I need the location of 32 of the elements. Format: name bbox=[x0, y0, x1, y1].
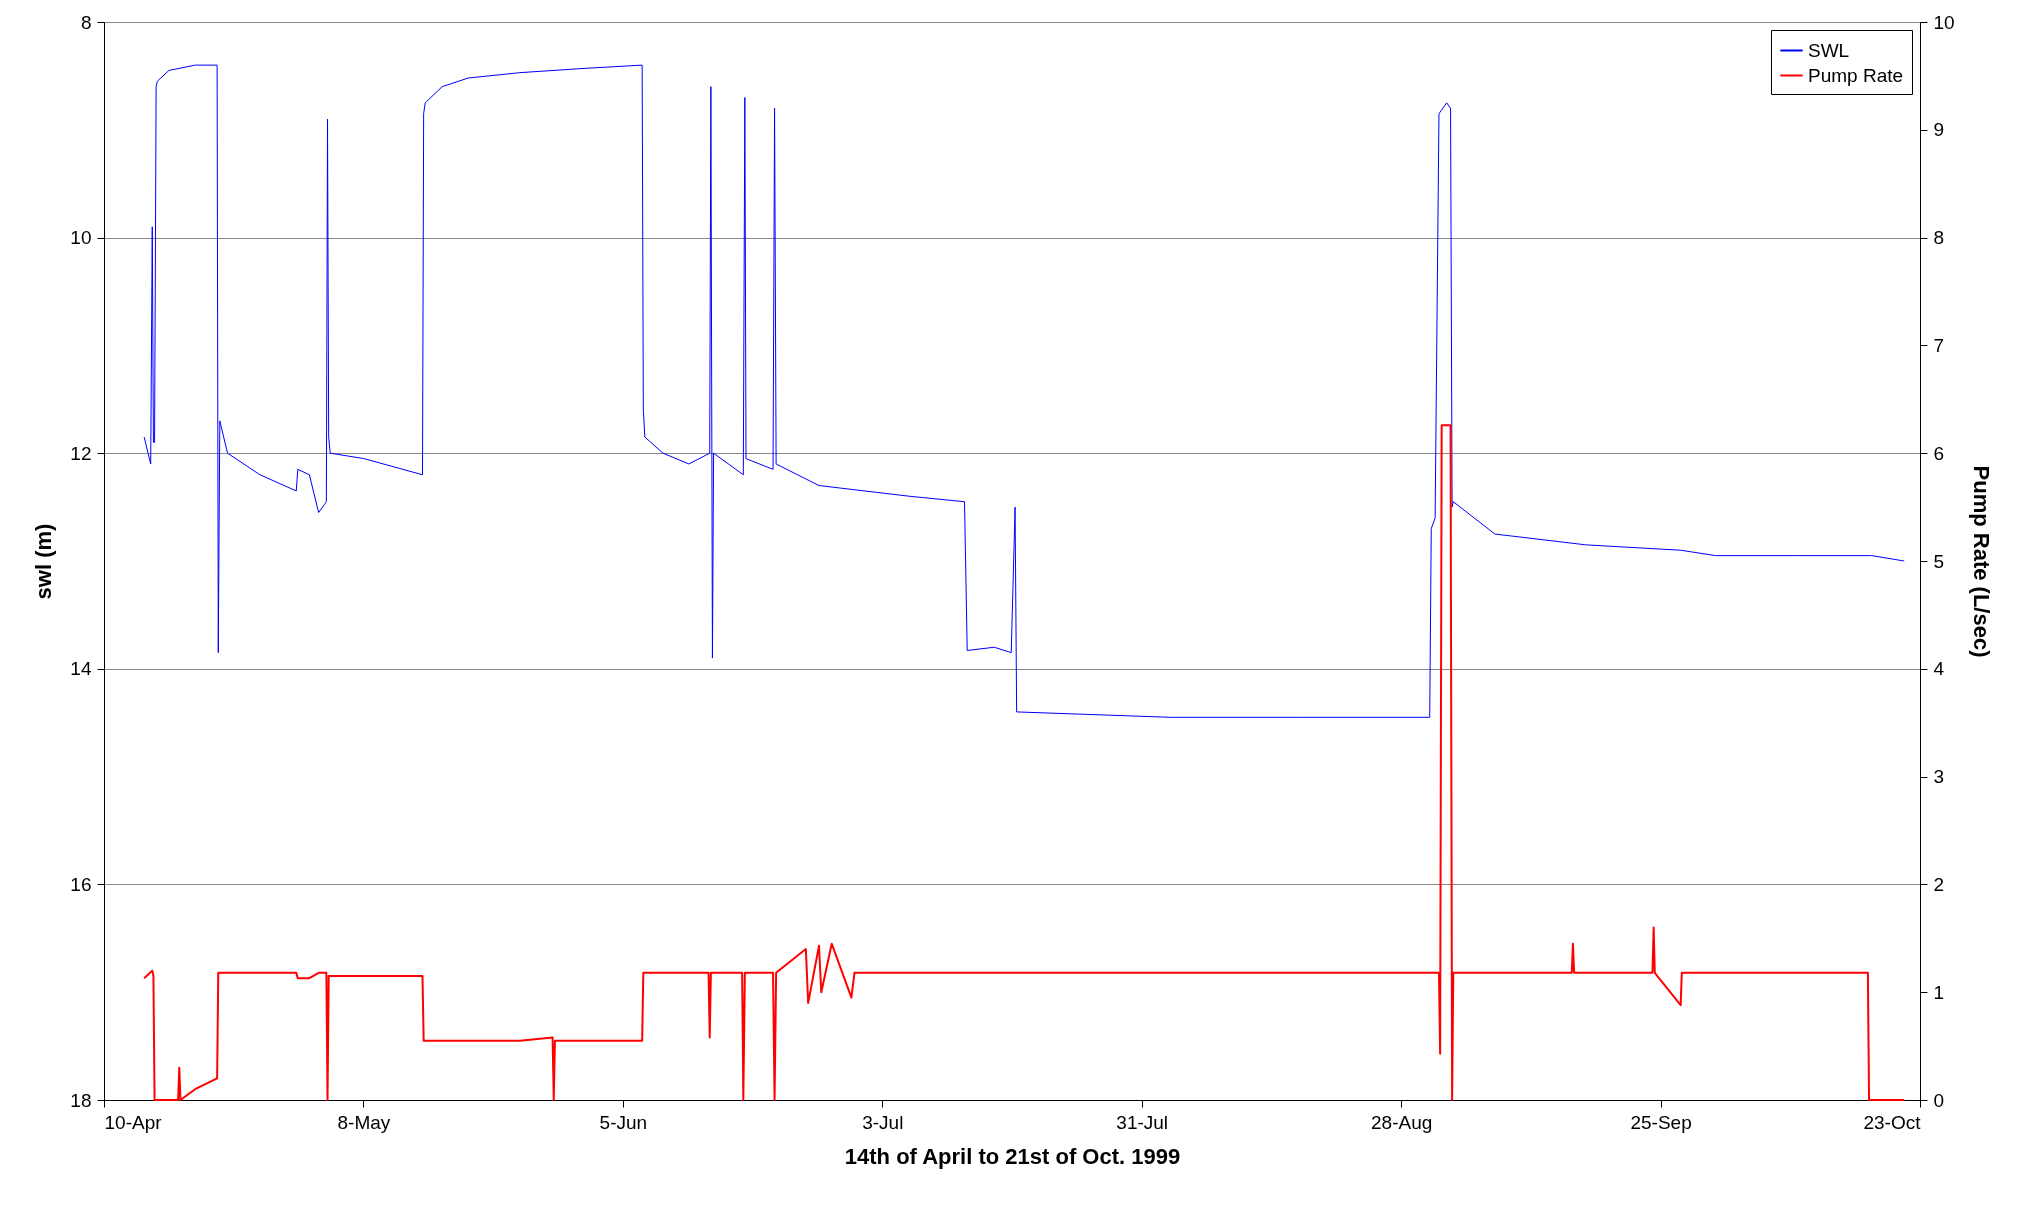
legend-label: Pump Rate bbox=[1808, 64, 1904, 86]
x-tick-label: 3-Jul bbox=[862, 1111, 904, 1133]
y-tick-label: 16 bbox=[70, 873, 92, 895]
y-tick-label: 8 bbox=[80, 11, 92, 33]
legend-label: SWL bbox=[1808, 39, 1850, 61]
x-tick-label: 28-Aug bbox=[1371, 1111, 1433, 1133]
y-tick-label: 10 bbox=[70, 227, 92, 249]
x-tick-label: 31-Jul bbox=[1116, 1111, 1169, 1133]
y2-tick-label: 4 bbox=[1933, 658, 1945, 680]
x-tick-label: 8-May bbox=[337, 1111, 391, 1133]
x-tick-label: 23-Oct bbox=[1863, 1111, 1922, 1133]
line-series bbox=[143, 424, 1906, 1101]
y2-tick-label: 7 bbox=[1933, 334, 1945, 356]
y2-axis-title: Pump Rate (L/sec) bbox=[1968, 465, 1994, 658]
x-axis-title: 14th of April to 21st of Oct. 1999 bbox=[844, 1143, 1181, 1169]
line-series bbox=[143, 64, 1905, 718]
x-tick-label: 5-Jun bbox=[599, 1111, 648, 1133]
y2-tick-label: 3 bbox=[1933, 766, 1945, 788]
x-tick-label: 25-Sep bbox=[1630, 1111, 1692, 1133]
y2-tick-label: 9 bbox=[1933, 119, 1945, 141]
y2-tick-label: 1 bbox=[1933, 981, 1945, 1003]
x-tick-label: 10-Apr bbox=[104, 1111, 163, 1133]
y-axis-title: swl (m) bbox=[31, 523, 57, 600]
y2-tick-label: 2 bbox=[1933, 873, 1945, 895]
y2-tick-label: 10 bbox=[1933, 11, 1955, 33]
y-tick-label: 14 bbox=[70, 658, 92, 680]
y2-tick-label: 8 bbox=[1933, 227, 1945, 249]
y2-tick-label: 6 bbox=[1933, 442, 1945, 464]
y2-tick-label: 5 bbox=[1933, 550, 1945, 572]
y-tick-label: 12 bbox=[70, 442, 92, 464]
y2-tick-label: 0 bbox=[1933, 1089, 1945, 1111]
y-tick-label: 18 bbox=[70, 1089, 92, 1111]
